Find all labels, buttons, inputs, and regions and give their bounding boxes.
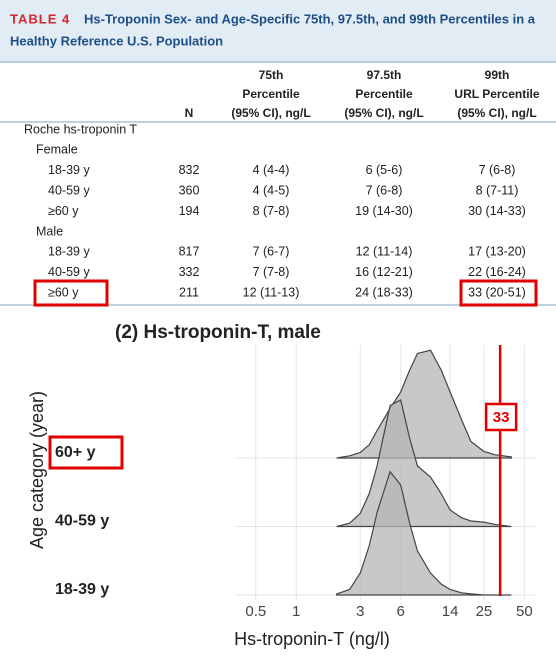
density-ridge [336, 470, 512, 596]
table-title: Healthy Reference U.S. Population [10, 33, 223, 48]
row-label: ≥60 y [48, 285, 79, 299]
row-label: Male [36, 224, 63, 238]
cell: 360 [179, 183, 200, 197]
y-tick-label: 60+ y [55, 444, 96, 461]
cell: 7 (6-8) [479, 163, 516, 177]
column-header: Percentile [355, 87, 413, 101]
column-header: (95% CI), ng/L [457, 106, 536, 120]
cell: 7 (7-8) [253, 265, 290, 279]
table-label: TABLE 4 [10, 11, 70, 26]
cell: 24 (18-33) [355, 285, 413, 299]
cell: 8 (7-11) [476, 183, 519, 197]
cell: 7 (6-7) [253, 245, 290, 259]
row-label: 18-39 y [48, 245, 90, 259]
table-title: Hs-Troponin Sex- and Age-Specific 75th, … [84, 11, 536, 26]
column-header: (95% CI), ng/L [344, 106, 423, 120]
x-axis-label: Hs-troponin-T (ng/l) [234, 629, 390, 649]
y-tick-label: 40-59 y [55, 513, 109, 530]
cell: 12 (11-13) [243, 285, 300, 299]
x-tick-label: 50 [516, 603, 533, 620]
column-header: 97.5th [367, 68, 402, 82]
reference-label: 33 [493, 409, 510, 426]
density-ridge [336, 349, 512, 459]
highlight-box [48, 435, 124, 470]
column-header: N [185, 106, 194, 120]
cell: 22 (16-24) [468, 265, 526, 279]
cell: 817 [179, 245, 200, 259]
row-label: Female [36, 143, 78, 157]
cell: 332 [179, 265, 200, 279]
cell: 4 (4-4) [253, 163, 290, 177]
column-header: 99th [485, 68, 510, 82]
x-tick-label: 3 [356, 603, 364, 620]
cell: 4 (4-5) [253, 183, 290, 197]
x-tick-label: 6 [397, 603, 405, 620]
y-tick-label: 18-39 y [55, 581, 109, 598]
cell: 6 (5-6) [366, 163, 403, 177]
cell: 33 (20-51) [468, 285, 526, 299]
column-header: Percentile [242, 87, 300, 101]
x-tick-label: 25 [476, 603, 493, 620]
row-label: 40-59 y [48, 265, 90, 279]
x-tick-label: 14 [442, 603, 459, 620]
highlight-box [459, 279, 538, 307]
cell: 30 (14-33) [468, 204, 526, 218]
reference-label-box [484, 402, 518, 432]
cell: 832 [179, 163, 200, 177]
row-label: ≥60 y [48, 204, 79, 218]
cell: 7 (6-8) [366, 183, 403, 197]
column-header: 75th [259, 68, 284, 82]
row-label: 40-59 y [48, 183, 90, 197]
density-ridge [336, 399, 512, 528]
cell: 12 (11-14) [356, 245, 413, 259]
row-label: 18-39 y [48, 163, 90, 177]
cell: 17 (13-20) [468, 245, 526, 259]
cell: 194 [179, 204, 200, 218]
column-header: URL Percentile [454, 87, 539, 101]
column-header: (95% CI), ng/L [231, 106, 310, 120]
cell: 211 [179, 285, 199, 299]
chart-title: (2) Hs-troponin-T, male [115, 322, 321, 343]
x-tick-label: 1 [292, 603, 300, 620]
table: TABLE 4 Hs-Troponin Sex- and Age-Specific… [10, 11, 540, 299]
title-band [0, 0, 556, 62]
cell: 16 (12-21) [355, 265, 413, 279]
cell: 19 (14-30) [355, 204, 413, 218]
cell: 8 (7-8) [253, 204, 290, 218]
row-label: Roche hs-troponin T [24, 122, 137, 136]
x-tick-label: 0.5 [245, 603, 266, 620]
highlight-box [33, 279, 109, 307]
chart: (2) Hs-troponin-T, male Age category (yea… [27, 322, 535, 649]
y-axis-label: Age category (year) [27, 391, 47, 549]
